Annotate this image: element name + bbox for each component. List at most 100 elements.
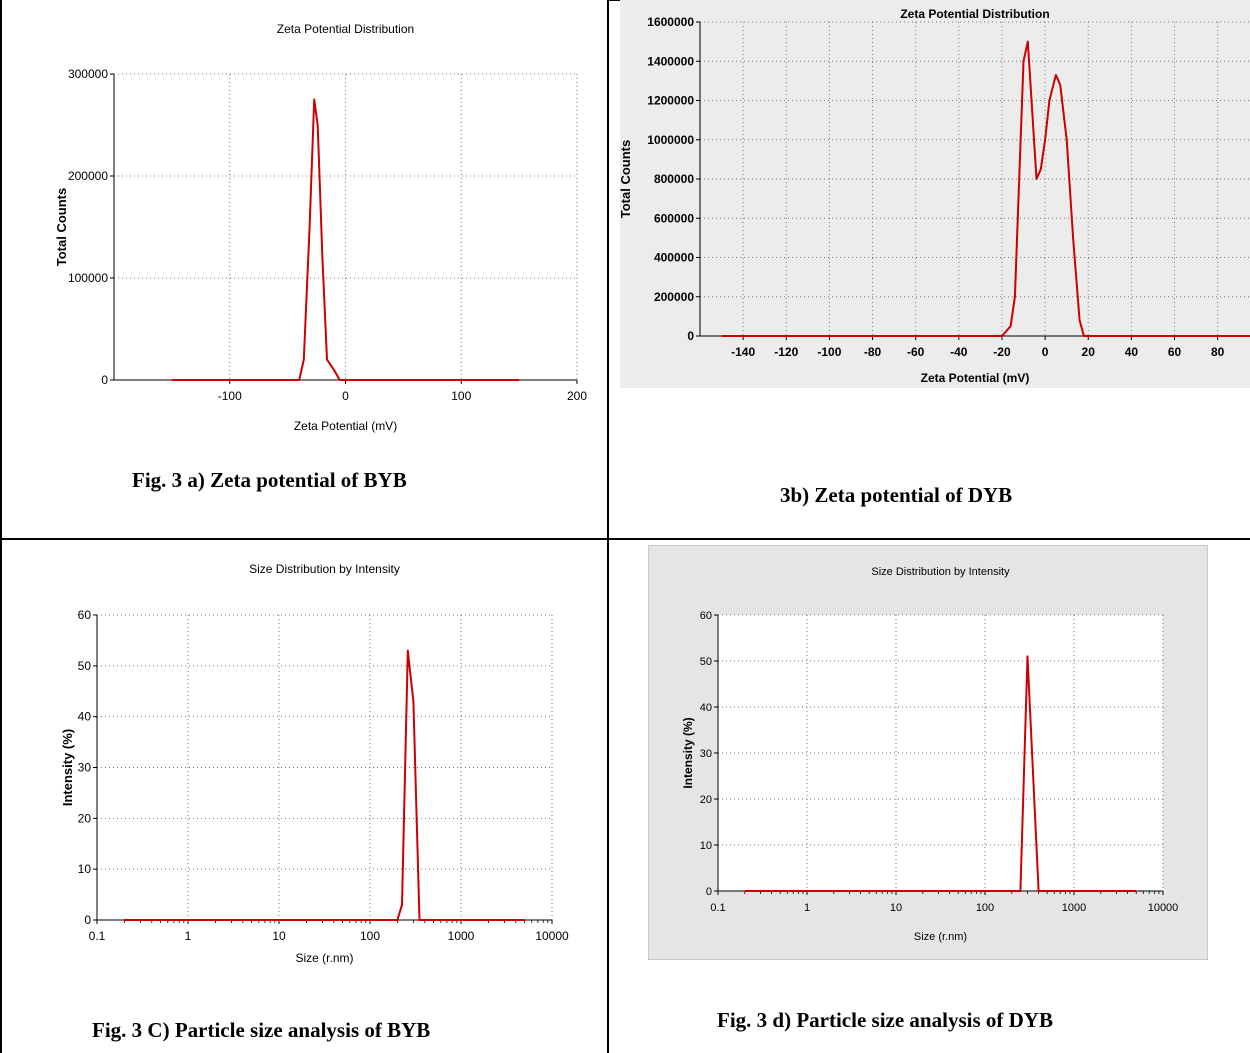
panel-a: 0 100000 200000 300000 -100 0 100 200 Zeta Poten… <box>22 0 592 460</box>
table-border-row <box>0 538 1250 540</box>
x-tick-label: 1000 <box>448 929 475 943</box>
data-point <box>1044 138 1046 141</box>
x-tick-label: 0.1 <box>710 902 725 914</box>
data-point <box>1026 655 1029 658</box>
data-point <box>1018 178 1021 180</box>
y-tick-label: 200000 <box>68 169 108 183</box>
y-tick-label: 100000 <box>68 271 108 285</box>
data-point <box>1065 138 1068 141</box>
data-point <box>123 919 126 921</box>
y-tick-label: 60 <box>700 610 712 622</box>
plot-area <box>718 615 1163 891</box>
x-tick-label: -100 <box>218 389 242 403</box>
x-tick-label: 10000 <box>1148 902 1179 914</box>
x-tick-label: 100 <box>360 929 380 943</box>
y-tick-label: 20 <box>700 794 712 806</box>
x-axis-label: Size (r.nm) <box>914 931 967 943</box>
data-point <box>316 124 319 126</box>
data-point <box>344 379 347 381</box>
data-point <box>1072 237 1074 239</box>
data-point <box>1019 890 1022 892</box>
y-tick-label: 300000 <box>68 67 108 81</box>
data-point <box>326 358 328 361</box>
y-axis-label: Total Counts <box>620 140 633 218</box>
x-axis-label: Zeta Potential (mV) <box>921 371 1030 385</box>
data-point <box>1055 74 1057 76</box>
data-point <box>523 919 526 921</box>
data-point <box>1027 40 1029 43</box>
y-tick-label: 200000 <box>654 290 694 304</box>
data-point <box>1048 99 1051 102</box>
chart-a: 0 100000 200000 300000 -100 0 100 200 Zeta Poten… <box>54 22 587 433</box>
caption-d: Fig. 3 d) Particle size analysis of DYB <box>717 1008 1053 1032</box>
series-line <box>721 40 1250 337</box>
y-axis-label: Total Counts <box>54 188 69 266</box>
chart-d: 0 10 20 30 40 50 60 0.1 1 10 100 1000 10000 Size Dist… <box>648 545 1208 960</box>
data-point <box>418 919 421 921</box>
y-tick-label: 60 <box>78 608 92 622</box>
data-point <box>321 256 324 259</box>
x-tick-label: -120 <box>774 345 798 359</box>
y-tick-label: 1200000 <box>647 94 694 108</box>
data-point <box>298 379 301 381</box>
data-point <box>338 379 341 381</box>
x-tick-label: 1000 <box>1062 902 1086 914</box>
x-tick-label: -60 <box>907 345 925 359</box>
y-tick-label: 1000000 <box>647 133 694 147</box>
y-tick-label: 40 <box>78 710 92 724</box>
chart-title: Size Distribution by Intensity <box>871 566 1010 578</box>
y-axis-label: Intensity (%) <box>681 717 695 788</box>
y-axis-label: Intensity (%) <box>60 729 75 806</box>
y-tick-label: 40 <box>700 702 712 714</box>
y-tick-label: 1400000 <box>647 54 694 68</box>
y-tick-label: 30 <box>78 761 92 775</box>
data-point <box>313 98 316 101</box>
table-border-middle <box>607 0 609 1053</box>
y-tick-label: 600000 <box>654 211 694 225</box>
series-line <box>171 98 520 381</box>
y-tick-label: 0 <box>706 886 712 898</box>
x-tick-label: -100 <box>817 345 841 359</box>
x-tick-label: 0 <box>1042 345 1049 359</box>
data-point <box>1083 335 1085 337</box>
y-tick-label: 0 <box>687 329 694 343</box>
data-point <box>1078 319 1081 322</box>
data-point <box>412 700 415 703</box>
data-point <box>1014 295 1016 298</box>
data-point <box>1135 890 1138 892</box>
y-tick-label: 10 <box>700 840 712 852</box>
data-point <box>1059 84 1061 86</box>
panel-c: 0 10 20 30 40 50 60 0.1 1 10 100 1000 10000 Size Dist… <box>22 545 592 975</box>
caption-b: 3b) Zeta potential of DYB <box>780 483 1013 507</box>
x-tick-label: -40 <box>950 345 968 359</box>
chart-background <box>620 0 1250 388</box>
y-tick-label: 800000 <box>654 172 694 186</box>
data-point <box>333 369 335 371</box>
data-point <box>743 890 746 892</box>
y-tick-label: 50 <box>700 656 712 668</box>
panel-d: 0 10 20 30 40 50 60 0.1 1 10 100 1000 10000 Size Dist… <box>648 545 1208 960</box>
x-tick-label: 100 <box>976 902 994 914</box>
y-tick-label: 1600000 <box>647 15 694 29</box>
data-point <box>1022 60 1025 63</box>
x-tick-label: -20 <box>993 345 1011 359</box>
data-point <box>1039 168 1042 170</box>
x-tick-label: 1 <box>185 929 192 943</box>
table-border-left <box>0 0 2 1053</box>
x-tick-label: 60 <box>1168 345 1182 359</box>
y-tick-label: 10 <box>78 862 92 876</box>
y-tick-label: 0 <box>101 373 108 387</box>
caption-a: Fig. 3 a) Zeta potential of BYB <box>132 468 407 492</box>
data-point <box>1035 178 1038 180</box>
data-point <box>1009 325 1012 327</box>
x-axis-label: Zeta Potential (mV) <box>294 419 397 433</box>
x-tick-label: -80 <box>864 345 882 359</box>
data-point <box>720 335 723 337</box>
x-tick-label: 0.1 <box>89 929 106 943</box>
data-point <box>401 903 403 906</box>
x-tick-label: 1 <box>804 902 810 914</box>
y-tick-label: 400000 <box>654 251 694 265</box>
panel-b: 0 200000 400000 600000 800000 1000000 1200000 1… <box>620 0 1250 388</box>
data-point <box>171 379 173 381</box>
y-tick-label: 20 <box>78 811 92 825</box>
